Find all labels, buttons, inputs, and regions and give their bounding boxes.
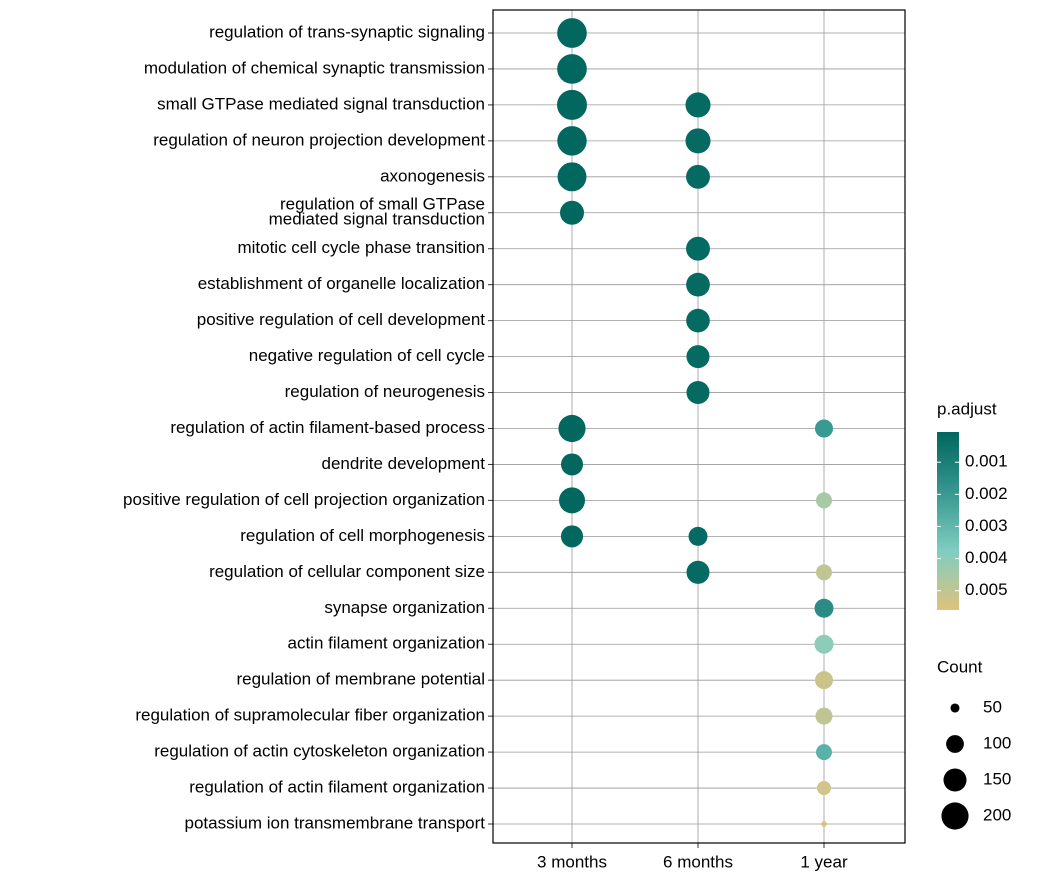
dot — [685, 128, 711, 154]
dot — [561, 453, 583, 476]
dot — [557, 162, 587, 192]
size-key — [946, 735, 964, 753]
colorbar-label: 0.001 — [965, 452, 1008, 471]
size-label: 50 — [983, 697, 1002, 716]
dot — [814, 598, 834, 618]
y-tick-label: regulation of actin filament organizatio… — [189, 778, 485, 797]
y-tick-label: regulation of neuron projection developm… — [153, 130, 485, 149]
size-key — [950, 703, 960, 713]
dot — [814, 671, 834, 690]
dot — [814, 634, 834, 654]
dot — [557, 18, 587, 48]
dot — [688, 526, 708, 546]
y-tick-label: establishment of organelle localization — [198, 274, 485, 293]
y-tick-label: regulation of neurogenesis — [285, 382, 485, 401]
size-legend-title: Count — [937, 657, 983, 676]
dot — [559, 200, 585, 225]
dot — [816, 744, 832, 761]
y-tick-label: regulation of trans-synaptic signaling — [209, 22, 485, 41]
y-tick-label: mitotic cell cycle phase transition — [237, 238, 485, 257]
y-tick-label: regulation of cell morphogenesis — [240, 526, 485, 545]
size-key — [943, 768, 967, 792]
y-tick-label: regulation of membrane potential — [236, 670, 485, 689]
dot — [686, 345, 710, 369]
dot — [821, 821, 827, 827]
y-tick-label: regulation of small GTPase mediated signa… — [269, 195, 485, 229]
y-tick-label: axonogenesis — [380, 166, 485, 185]
dot — [560, 525, 584, 548]
y-tick-label: potassium ion transmembrane transport — [185, 813, 486, 832]
dot — [557, 126, 587, 156]
y-tick-label: regulation of supramolecular fiber organ… — [135, 706, 485, 725]
dot — [816, 564, 832, 581]
dot — [815, 707, 833, 725]
dot — [558, 414, 586, 443]
size-label: 100 — [983, 733, 1011, 752]
y-tick-label: regulation of cellular component size — [209, 562, 485, 581]
size-label: 200 — [983, 805, 1011, 824]
dot — [686, 272, 710, 297]
y-tick-label: small GTPase mediated signal transductio… — [157, 94, 485, 113]
colorbar-label: 0.005 — [965, 580, 1008, 599]
color-legend-title: p.adjust — [937, 399, 997, 418]
colorbar-label: 0.003 — [965, 516, 1008, 535]
colorbar-label: 0.004 — [965, 548, 1008, 567]
dot — [814, 419, 834, 438]
dot — [557, 54, 587, 84]
dot — [685, 92, 711, 118]
y-tick-label: modulation of chemical synaptic transmis… — [144, 58, 485, 77]
y-tick-label: positive regulation of cell projection o… — [123, 490, 485, 509]
x-tick-label: 3 months — [537, 852, 607, 871]
y-tick-label: negative regulation of cell cycle — [249, 346, 485, 365]
y-tick-label: positive regulation of cell development — [197, 310, 486, 329]
y-tick-label: actin filament organization — [287, 634, 485, 653]
dot — [686, 308, 710, 333]
x-tick-label: 6 months — [663, 852, 733, 871]
size-key — [941, 802, 969, 830]
y-tick-label: dendrite development — [321, 454, 485, 473]
colorbar — [937, 432, 959, 610]
dot — [686, 164, 710, 189]
panel-border — [492, 9, 906, 844]
dot — [686, 381, 710, 405]
colorbar-label: 0.002 — [965, 484, 1008, 503]
dot — [686, 560, 710, 584]
dot — [817, 781, 831, 796]
dot — [557, 89, 587, 120]
x-tick-label: 1 year — [800, 852, 848, 871]
dot — [816, 492, 832, 509]
y-tick-label: synapse organization — [324, 598, 485, 617]
dot — [559, 487, 585, 514]
dot — [686, 236, 710, 261]
y-tick-label: regulation of actin cytoskeleton organiz… — [154, 742, 485, 761]
size-label: 150 — [983, 769, 1011, 788]
y-tick-label: regulation of actin filament-based proce… — [170, 418, 485, 437]
